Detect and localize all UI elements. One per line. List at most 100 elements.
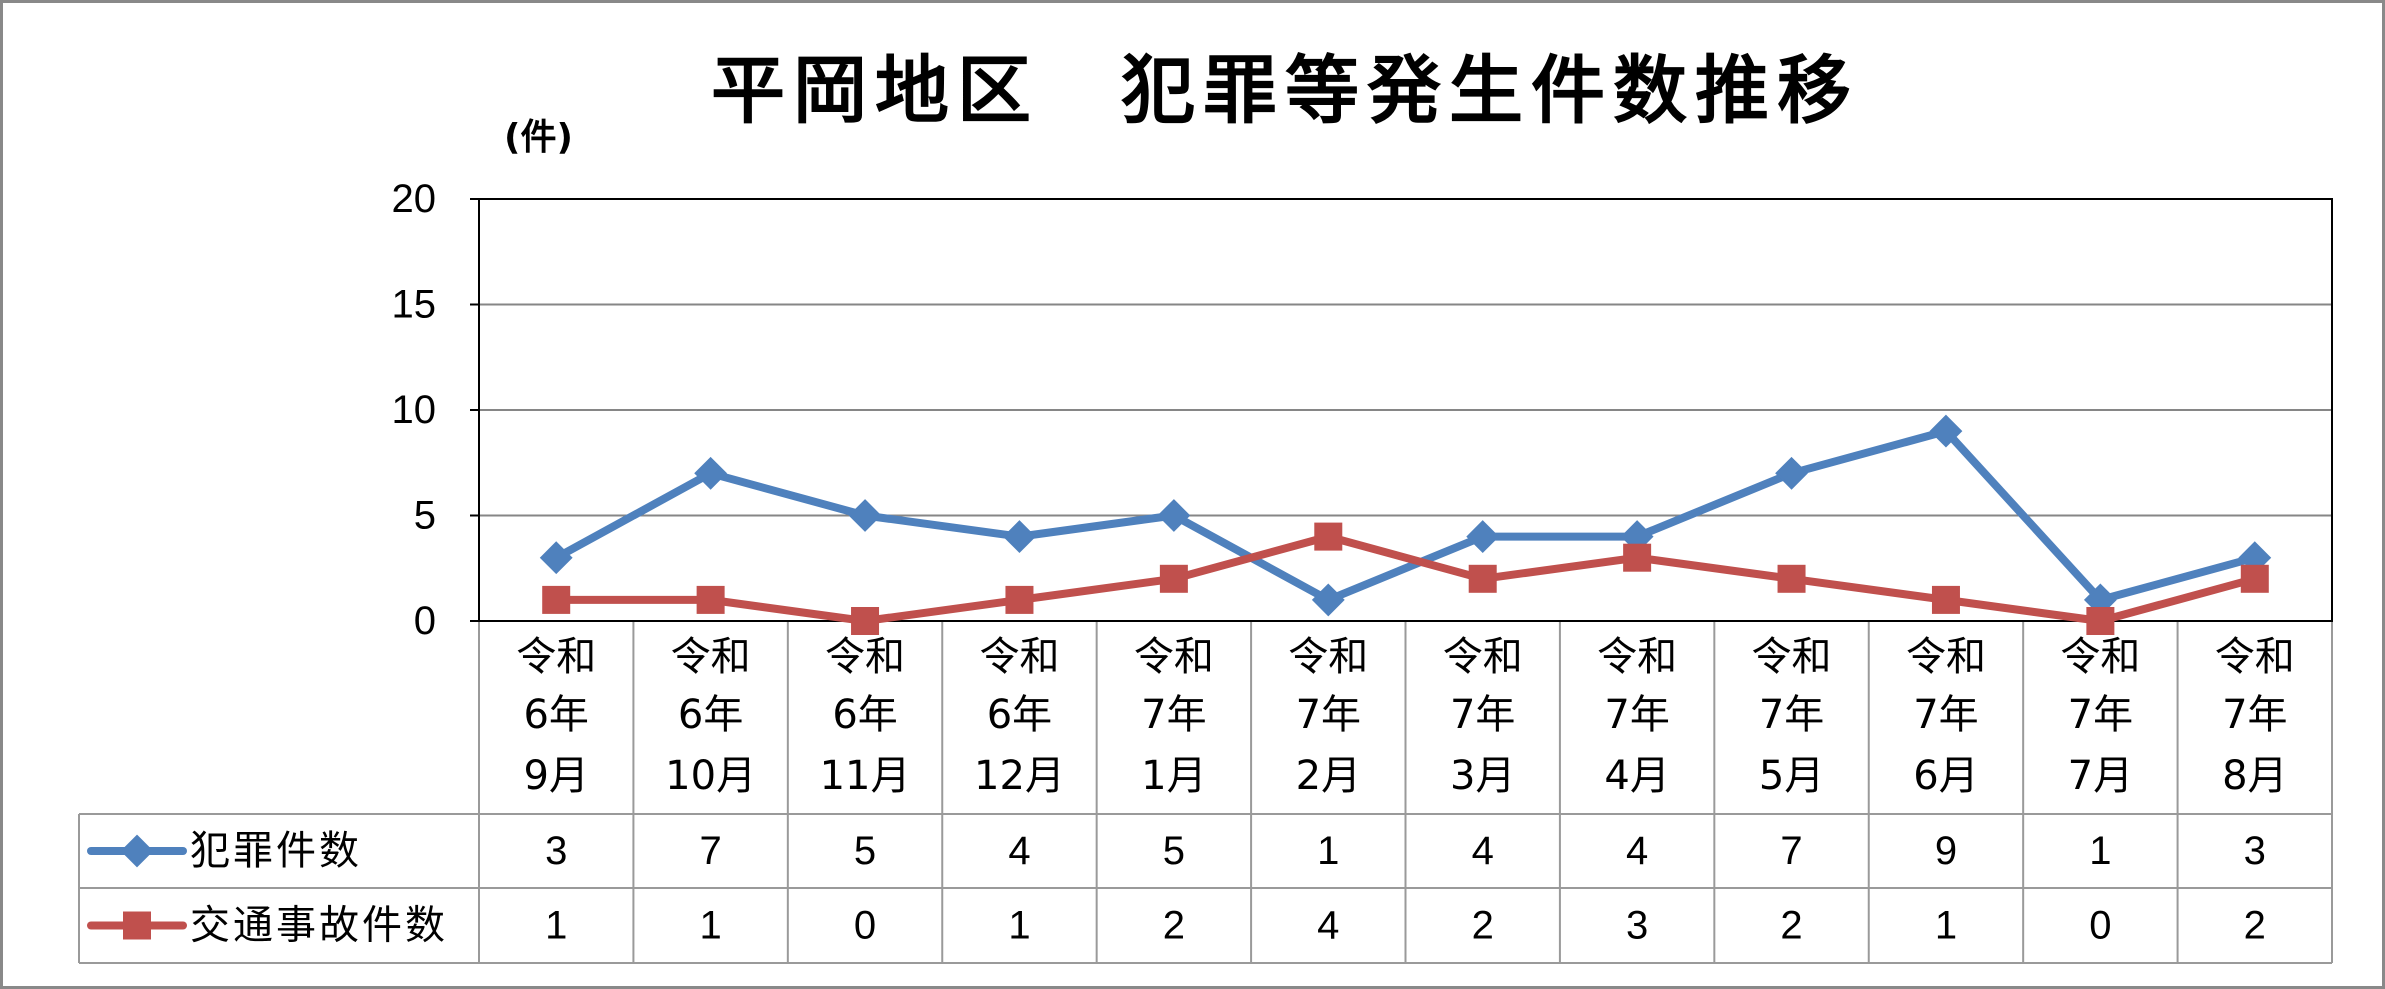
x-category-label: 令和 7年 2月 — [1288, 634, 1368, 799]
series-1-point — [694, 456, 728, 490]
x-category-label-line: 12月 — [974, 753, 1065, 799]
x-category-label-line: 3月 — [1450, 753, 1515, 799]
y-tick-label: 20 — [392, 177, 437, 221]
series-2-point — [1005, 585, 1034, 614]
x-category-label-line: 10月 — [665, 753, 756, 799]
x-category-label-line: 令和 — [1752, 634, 1832, 680]
x-category-label: 令和 7年 8月 — [2215, 634, 2295, 799]
series-1-point — [1775, 456, 1808, 490]
x-category-label-line: 7年 — [1450, 692, 1515, 738]
y-axis-unit-label: (件) — [504, 117, 573, 158]
legend-series-name: 交通事故件数 — [190, 903, 448, 949]
x-category-label-line: 7年 — [1604, 692, 1669, 738]
x-category-label-line: 7年 — [1759, 692, 1824, 738]
x-category-label-line: 5月 — [1759, 753, 1824, 799]
table-value-cell: 4 — [1317, 904, 1339, 948]
x-category-label-line: 6年 — [678, 692, 743, 738]
series-2-point — [851, 607, 880, 635]
y-tick-label: 0 — [414, 599, 436, 643]
table-value-cell: 4 — [1626, 829, 1648, 873]
legend-series-name: 犯罪件数 — [190, 828, 362, 874]
x-category-label-line: 令和 — [1906, 634, 1986, 680]
series-2-point — [1623, 543, 1652, 572]
x-category-label-line: 8月 — [2222, 753, 2287, 799]
series-2-point — [1931, 585, 1960, 614]
series-2-point — [696, 585, 725, 614]
series-1-point — [848, 499, 882, 532]
x-category-label: 令和 6年 12月 — [974, 634, 1065, 799]
series-1-point — [1003, 520, 1036, 554]
table-value-cell: 9 — [1935, 829, 1957, 873]
x-category-label-line: 令和 — [671, 634, 751, 680]
x-category-label: 令和 7年 3月 — [1443, 634, 1523, 799]
table-value-cell: 5 — [854, 829, 876, 873]
x-category-label-line: 6年 — [832, 692, 897, 738]
x-category-label: 令和 7年 4月 — [1597, 634, 1677, 799]
table-value-cell: 1 — [1008, 904, 1030, 948]
y-tick-label: 5 — [414, 494, 436, 538]
legend-swatch-marker — [123, 911, 151, 940]
x-category-label-line: 7年 — [1913, 692, 1978, 738]
x-category-label: 令和 6年 11月 — [820, 634, 911, 799]
x-category-label-line: 令和 — [979, 634, 1059, 680]
table-value-cell: 2 — [2244, 904, 2266, 948]
x-category-label-line: 1月 — [1141, 753, 1206, 799]
table-value-cell: 2 — [1472, 904, 1494, 948]
x-category-label-line: 6月 — [1913, 753, 1978, 799]
y-tick-label: 15 — [392, 283, 437, 327]
table-value-cell: 3 — [1626, 904, 1648, 948]
x-category-label: 令和 7年 6月 — [1906, 634, 1986, 799]
x-category-label-line: 7年 — [1296, 692, 1361, 738]
chart-title: 平岡地区 犯罪等発生件数推移 — [711, 48, 1859, 134]
series-line-2 — [552, 532, 2259, 625]
x-category-label-line: 6年 — [523, 692, 588, 738]
table-value-cell: 7 — [1780, 829, 1802, 873]
y-tick-label: 10 — [392, 388, 437, 432]
table-value-cell: 2 — [1163, 904, 1185, 948]
x-category-label-line: 7年 — [2222, 692, 2287, 738]
series-1-point — [1466, 520, 1500, 554]
series-line-1 — [552, 427, 2259, 604]
x-category-label-line: 令和 — [516, 634, 596, 680]
x-category-label-line: 令和 — [825, 634, 905, 680]
table-value-cell: 4 — [1008, 829, 1030, 873]
series-1-point — [539, 541, 573, 575]
series-2-point — [542, 585, 571, 614]
x-category-label: 令和 7年 1月 — [1134, 634, 1214, 799]
x-category-label: 令和 7年 7月 — [2060, 634, 2140, 799]
table-value-cell: 1 — [1317, 829, 1339, 873]
x-category-label-line: 7月 — [2068, 753, 2133, 799]
table-value-cell: 7 — [700, 829, 722, 873]
table-value-cell: 1 — [1935, 904, 1957, 948]
x-category-label-line: 令和 — [1288, 634, 1368, 680]
table-value-cell: 1 — [545, 904, 567, 948]
table-value-cell: 3 — [2244, 829, 2266, 873]
series-2-point — [2086, 607, 2115, 635]
series-2-point — [1468, 564, 1497, 593]
x-category-label-line: 7年 — [2068, 692, 2133, 738]
x-category-label-line: 4月 — [1604, 753, 1669, 799]
x-category-label: 令和 6年 10月 — [665, 634, 756, 799]
series-2-point — [1777, 564, 1806, 593]
table-value-cell: 1 — [700, 904, 722, 948]
x-category-label-line: 令和 — [2215, 634, 2295, 680]
legend-swatch-marker — [120, 834, 154, 868]
table-value-cell: 2 — [1780, 904, 1802, 948]
table-value-cell: 3 — [545, 829, 567, 873]
x-category-label-line: 令和 — [1134, 634, 1214, 680]
table-value-cell: 0 — [2089, 904, 2111, 948]
x-category-label-line: 9月 — [523, 753, 588, 799]
series-2-point — [1159, 564, 1188, 593]
x-category-label: 令和 7年 5月 — [1752, 634, 1832, 799]
x-category-label-line: 7年 — [1141, 692, 1206, 738]
table-value-cell: 0 — [854, 904, 876, 948]
x-category-label: 令和 6年 9月 — [516, 634, 596, 799]
x-category-label-line: 11月 — [820, 753, 911, 799]
series-1-point — [1311, 583, 1345, 617]
table-value-cell: 4 — [1472, 829, 1494, 873]
series-1-point — [1157, 499, 1191, 532]
table-value-cell: 1 — [2089, 829, 2111, 873]
table-value-cell: 5 — [1163, 829, 1185, 873]
series-2-point — [1314, 522, 1343, 551]
